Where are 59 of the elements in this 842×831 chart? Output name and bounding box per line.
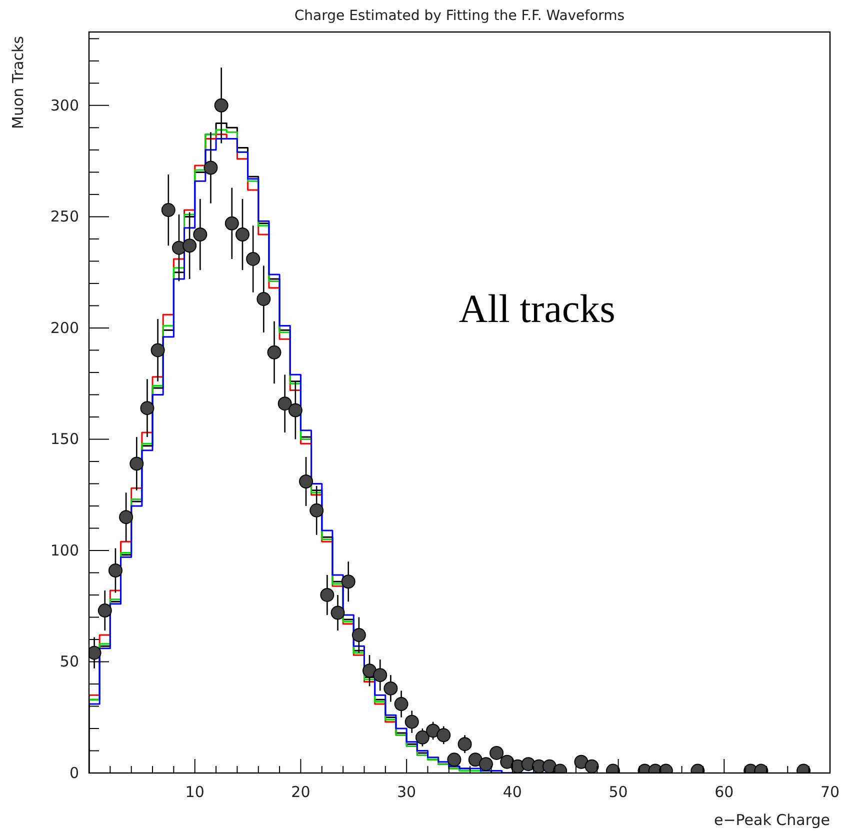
point [140,401,154,416]
point [330,606,345,620]
point [584,759,599,773]
point [426,724,440,738]
point [267,345,282,360]
point [193,227,208,242]
point [447,752,462,767]
point [490,746,504,760]
y-tick-label: 250 [50,208,79,226]
point [299,474,314,488]
y-tick-label: 50 [60,652,79,671]
chart-title: Charge Estimated by Fitting the F.F. Waveforms [294,8,625,24]
point [320,588,334,602]
point [204,160,218,175]
x-axis-title: e−Peak Charge [714,811,830,829]
point [500,754,514,769]
point [341,574,356,589]
point [394,697,408,712]
point [352,628,366,642]
point [288,403,302,418]
x-tick-label: 10 [185,783,204,801]
point [415,730,430,744]
point [362,664,377,678]
point [404,714,419,729]
point [98,604,112,618]
point [130,456,144,471]
point [224,216,239,230]
point [373,668,388,682]
point [108,564,122,578]
point [436,728,451,742]
y-axis-title: Muon Tracks [9,36,27,129]
y-tick-label: 300 [50,96,79,114]
y-tick-label: 100 [50,541,79,560]
annotation: All tracks [458,286,616,331]
point [150,343,165,358]
x-tick-label: 50 [608,783,628,801]
point [182,238,197,253]
point [278,396,292,411]
x-tick-label: 30 [397,783,416,801]
x-tick-label: 60 [714,783,734,801]
point [119,510,134,524]
x-tick-label: 20 [291,783,310,801]
point [542,759,556,773]
point [384,681,398,696]
y-tick-label: 200 [50,318,79,337]
point [214,98,228,112]
x-tick-label: 40 [502,783,522,801]
y-tick-label: 150 [50,430,79,448]
point [468,752,482,767]
point [458,737,472,752]
point [235,227,250,242]
point [574,754,588,769]
y-tick-label: 0 [69,764,79,782]
point [246,252,260,266]
point [161,203,176,218]
point [478,757,493,772]
point [256,292,271,306]
x-tick-label: 70 [820,783,840,801]
point [310,503,324,518]
